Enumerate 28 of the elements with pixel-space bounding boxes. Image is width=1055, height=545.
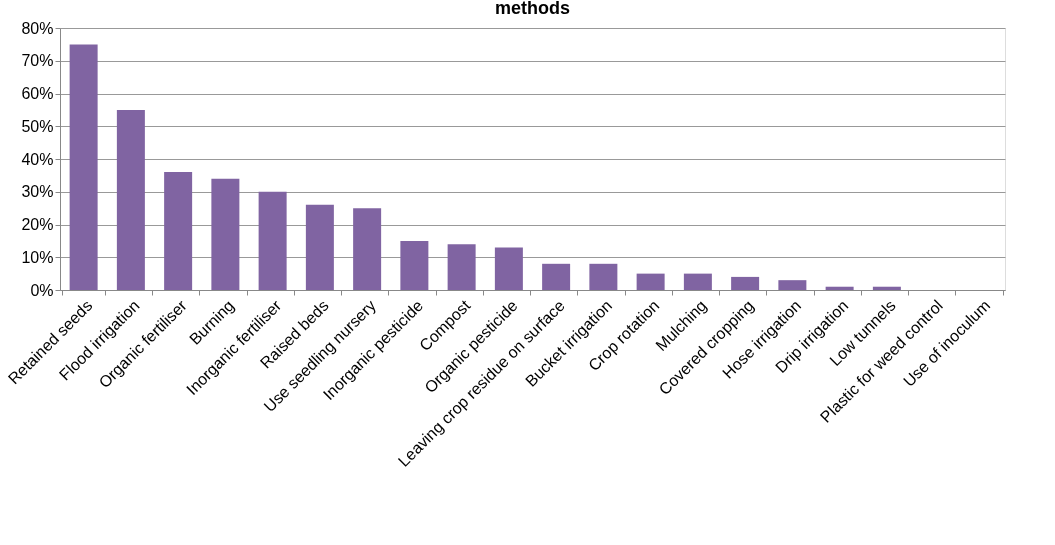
y-tick-label: 60% — [21, 85, 54, 102]
bar — [211, 178, 240, 290]
bar — [353, 208, 382, 290]
bar — [258, 191, 287, 290]
bar — [116, 109, 145, 290]
bar — [305, 204, 334, 290]
bar — [164, 172, 193, 290]
chart-title: methods — [494, 0, 571, 18]
bar — [400, 240, 429, 290]
bar — [589, 263, 618, 290]
bar — [872, 286, 901, 290]
bar — [69, 44, 98, 290]
bar — [447, 244, 476, 290]
bar — [683, 273, 712, 290]
y-tick-label: 30% — [21, 183, 54, 201]
y-tick-label: 0% — [30, 281, 54, 299]
bar — [542, 263, 571, 290]
y-tick-label: 50% — [21, 117, 54, 135]
y-tick-label: 40% — [21, 150, 54, 168]
bar — [778, 280, 807, 290]
y-tick-label: 20% — [21, 216, 54, 233]
bar — [636, 273, 665, 290]
y-tick-label: 10% — [21, 248, 54, 266]
y-tick-label: 70% — [21, 52, 54, 70]
bar — [825, 286, 854, 290]
bar — [494, 247, 523, 290]
bar — [731, 276, 760, 290]
y-tick-label: 80% — [21, 19, 54, 37]
